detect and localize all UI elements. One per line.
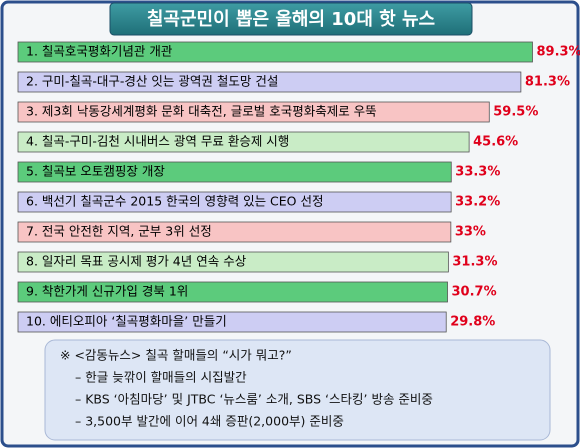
title-banner <box>109 2 473 36</box>
bar <box>17 251 449 273</box>
bar <box>17 281 448 303</box>
bar-label: 4. 칠곡-구미-김천 시내버스 광역 무료 환승제 시행 <box>26 134 289 149</box>
note-item: – 3,500부 발간에 이어 4쇄 증판(2,000부) 준비중 <box>75 414 344 429</box>
value-label: 33% <box>455 225 486 240</box>
bar <box>17 161 452 183</box>
bar-label: 6. 백선기 칠곡군수 2015 한국의 영향력 있는 CEO 선정 <box>26 194 324 209</box>
value-label: 33.2% <box>455 195 500 210</box>
note-item: – 한글 늦깎이 할매들의 시집발간 <box>75 370 247 385</box>
bar <box>17 221 452 243</box>
value-label: 45.6% <box>473 135 518 150</box>
bar-label: 3. 제3회 낙동강세계평화 문화 대축전, 글로벌 호국평화축제로 우뚝 <box>26 104 377 119</box>
bar <box>17 191 452 213</box>
value-label: 30.7% <box>452 285 497 300</box>
bar <box>17 41 533 63</box>
note-box <box>44 339 551 441</box>
note-item: – KBS ‘아침마당’ 및 JTBC ‘뉴스룸’ 소개, SBS ‘스타킹’ … <box>75 392 433 407</box>
bar <box>17 71 522 93</box>
bar-label: 5. 칠곡보 오토캠핑장 개장 <box>26 164 165 179</box>
note-heading: ※ <감동뉴스> 칠곡 할매들의 “시가 뭐고?” <box>60 348 292 363</box>
bar-label: 8. 일자리 목표 공시제 평가 4년 연속 수상 <box>26 254 247 269</box>
bar-label: 10. 에티오피아 ‘칠곡평화마을’ 만들기 <box>26 314 227 329</box>
chart-title: 칠곡군민이 뽑은 올해의 10대 핫 뉴스 <box>147 9 435 30</box>
value-label: 29.8% <box>450 315 495 330</box>
bar-label: 1. 칠곡호국평화기념관 개관 <box>26 44 173 59</box>
value-label: 81.3% <box>525 75 570 90</box>
bar-label: 9. 착한가게 신규가입 경북 1위 <box>26 284 188 299</box>
bar <box>17 311 447 333</box>
bar-label: 7. 전국 안전한 지역, 군부 3위 선정 <box>26 224 212 239</box>
value-label: 59.5% <box>493 105 538 120</box>
value-label: 31.3% <box>452 255 497 270</box>
bar-label: 2. 구미-칠곡-대구-경산 잇는 광역권 철도망 건설 <box>26 74 278 89</box>
bar <box>17 131 470 153</box>
value-label: 33.3% <box>455 165 500 180</box>
value-label: 89.3% <box>536 45 580 60</box>
bar <box>17 101 490 123</box>
